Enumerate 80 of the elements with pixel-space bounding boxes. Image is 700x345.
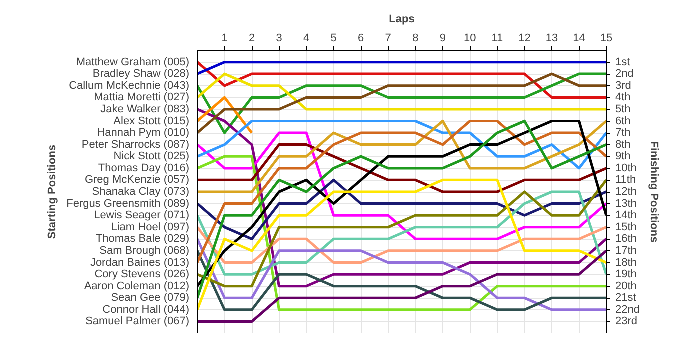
line-series [198, 72, 606, 134]
line-series [198, 190, 606, 276]
line-series [198, 120, 606, 194]
y-tick-label: 15th [616, 221, 637, 234]
x-tick-label: 7 [385, 32, 392, 44]
line-series [198, 238, 606, 312]
series-label: Sam Brough (068) [100, 244, 190, 257]
y-tick-label: 13th [616, 198, 637, 210]
text: Starting Positions [46, 144, 59, 240]
line-series [198, 178, 606, 312]
x-tick-label: 15 [600, 32, 613, 44]
y-tick-label: 21st [616, 292, 636, 304]
line-series [198, 178, 606, 288]
y-tick-label: 3rd [616, 80, 632, 92]
series-label: Peter Sharrocks (087) [82, 138, 190, 151]
line-series [198, 226, 606, 264]
x-tick-label: 1 [222, 32, 228, 44]
y-tick-label: 1st [616, 56, 630, 68]
series-label: Aaron Coleman (012) [84, 280, 190, 292]
y-tick-label: 22nd [616, 304, 640, 316]
y-tick-label: 11th [616, 174, 636, 186]
series-label: Shanaka Clay (073) [92, 186, 190, 198]
y-tick-label: 6th [616, 115, 631, 128]
series-label: Sean Gee (079) [111, 292, 190, 304]
series-label: Samuel Palmer (067) [86, 316, 190, 328]
line-series [198, 155, 606, 312]
series-label: Callum McKechnie (043) [69, 80, 190, 92]
y-tick-label: 18th [616, 256, 637, 269]
series-label: Thomas Bale (029) [96, 233, 190, 246]
line-series [198, 178, 606, 240]
series-label: Liam Hoel (097) [111, 221, 190, 234]
series-label: Nick Stott (025) [114, 150, 190, 163]
line-series [198, 144, 606, 194]
x-tick-label: 9 [440, 32, 446, 44]
y-tick-label: 10th [616, 162, 637, 174]
line-series [198, 132, 606, 240]
y-tick-label: 12th [616, 186, 637, 198]
series-label: Thomas Day (016) [98, 162, 190, 174]
line-series [198, 250, 606, 324]
series-label: Greg McKenzie (057) [84, 174, 190, 186]
x-tick-label: 6 [358, 32, 364, 44]
series-label: Lewis Seager (071) [94, 210, 190, 222]
x-axis-title: Laps [389, 14, 415, 26]
series-label: Hannah Pym (010) [97, 127, 190, 140]
line-series [198, 72, 606, 111]
y-tick-label: 14th [616, 210, 637, 222]
series-label: Jake Walker (083) [100, 103, 190, 116]
line-series [198, 250, 606, 312]
x-tick-label: 13 [546, 32, 558, 44]
series-label: Cory Stevens (026) [94, 268, 190, 281]
x-tick-label: 3 [276, 32, 282, 44]
x-tick-label: 2 [248, 32, 256, 44]
x-tick-label: 12 [518, 32, 531, 44]
series-label: Fergus Greensmith (089) [66, 198, 190, 210]
x-tick-label: 11 [492, 32, 504, 44]
y-tick-label: 20th [616, 280, 637, 292]
x-tick-label: 8 [412, 32, 419, 44]
series-label: Connor Hall (044) [102, 304, 190, 316]
y-tick-label: 17th [616, 244, 637, 257]
line-series [198, 120, 606, 170]
series-label: Jordan Baines (013) [90, 256, 190, 269]
y-tick-label: 4th [616, 92, 631, 104]
y-tick-label: 19th [616, 268, 637, 281]
series-label: Matthew Graham (005) [76, 56, 190, 68]
y-tick-label: 2nd [616, 68, 634, 80]
series-label: Bradley Shaw (028) [92, 68, 190, 80]
y-tick-label: 5th [616, 103, 631, 116]
line-series [198, 60, 606, 99]
x-tick-label: 5 [330, 32, 337, 44]
x-tick-label: 10 [464, 32, 476, 44]
y-tick-label: 9th [616, 150, 631, 163]
x-tick-label: 14 [573, 32, 586, 44]
y-tick-label: 23rd [616, 316, 638, 328]
y-tick-label: 16th [616, 233, 637, 246]
series-label: Mattia Moretti (027) [94, 92, 190, 104]
y-tick-label: 7th [616, 127, 631, 140]
y-axis-title: Finishing Positions [648, 141, 660, 243]
y-tick-label: 8th [616, 138, 631, 151]
x-tick-label: 4 [304, 32, 310, 44]
series-label: Alex Stott (015) [114, 115, 190, 128]
